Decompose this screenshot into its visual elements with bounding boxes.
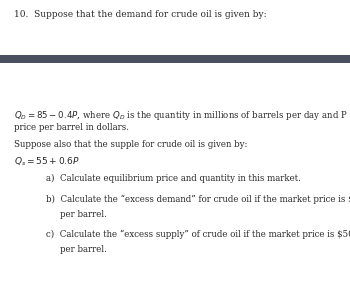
- Text: per barrel.: per barrel.: [60, 245, 106, 254]
- Text: Suppose also that the supple for crude oil is given by:: Suppose also that the supple for crude o…: [14, 140, 247, 149]
- Text: b)  Calculate the “excess demand” for crude oil if the market price is $15.00: b) Calculate the “excess demand” for cru…: [46, 195, 350, 204]
- Text: c)  Calculate the “excess supply” of crude oil if the market price is $50.00: c) Calculate the “excess supply” of crud…: [46, 230, 350, 239]
- Text: per barrel.: per barrel.: [60, 210, 106, 219]
- Text: $Q_D = 85 - 0.4P$, where $Q_D$ is the quantity in millions of barrels per day an: $Q_D = 85 - 0.4P$, where $Q_D$ is the qu…: [14, 109, 350, 122]
- Text: a)  Calculate equilibrium price and quantity in this market.: a) Calculate equilibrium price and quant…: [46, 173, 300, 182]
- Bar: [0, 55, 350, 63]
- Text: $Q_s = 55 + 0.6P$: $Q_s = 55 + 0.6P$: [14, 156, 80, 168]
- Text: price per barrel in dollars.: price per barrel in dollars.: [14, 123, 129, 132]
- Text: 10.  Suppose that the demand for crude oil is given by:: 10. Suppose that the demand for crude oi…: [14, 10, 267, 19]
